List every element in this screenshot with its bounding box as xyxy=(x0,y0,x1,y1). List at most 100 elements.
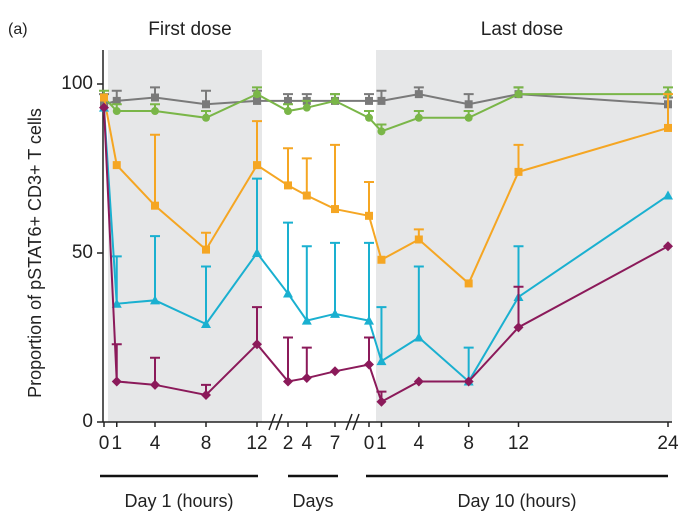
point xyxy=(330,308,340,318)
panel-label: (a) xyxy=(8,21,28,38)
error-bar xyxy=(463,346,474,382)
x-tick-label: 7 xyxy=(330,433,341,454)
point xyxy=(663,241,673,252)
segment-label: Day 10 (hours) xyxy=(457,491,576,511)
annotation: First dose xyxy=(148,19,231,40)
error-bar xyxy=(283,221,293,294)
point xyxy=(463,376,474,387)
point xyxy=(365,96,373,105)
series-line xyxy=(103,93,668,133)
dose-shade xyxy=(108,50,262,422)
point xyxy=(202,100,210,109)
point xyxy=(464,279,473,288)
point xyxy=(377,96,386,105)
y-axis-label: Proportion of pSTAT6+ CD3+ T cells xyxy=(25,108,45,398)
x-tick-label: 1 xyxy=(111,433,122,454)
point xyxy=(514,90,523,99)
point xyxy=(201,389,211,400)
point xyxy=(150,379,160,390)
dose-shade xyxy=(376,50,672,422)
point xyxy=(365,113,373,122)
y-label-text: Proportion of pSTAT6+ CD3+ T cells xyxy=(25,108,45,398)
point xyxy=(377,255,386,264)
point xyxy=(302,191,311,200)
point xyxy=(330,366,340,377)
point xyxy=(301,373,312,384)
error-bar xyxy=(413,265,424,338)
point xyxy=(151,107,159,116)
error-bar xyxy=(150,133,160,206)
error-bar xyxy=(364,241,374,321)
error-bar xyxy=(252,306,262,345)
point xyxy=(252,248,262,257)
point xyxy=(464,113,473,122)
point xyxy=(284,181,292,190)
x-tick-label: 4 xyxy=(302,433,313,454)
point xyxy=(413,376,424,387)
axis-break xyxy=(268,413,360,431)
point xyxy=(112,96,121,105)
point xyxy=(202,245,210,254)
point xyxy=(414,235,423,244)
y-tick-label: 0 xyxy=(82,411,93,432)
x-tick-label: 4 xyxy=(150,433,161,454)
point xyxy=(331,205,339,214)
point xyxy=(283,376,293,387)
point xyxy=(150,295,160,305)
point xyxy=(112,161,121,170)
point xyxy=(514,167,523,176)
x-tick-label: 8 xyxy=(463,433,474,454)
point xyxy=(100,93,108,102)
x-tick-label: 12 xyxy=(508,433,529,454)
error-bar xyxy=(513,285,524,328)
x-tick-label: 1 xyxy=(376,433,387,454)
error-bar xyxy=(283,336,293,382)
segment-label: Day 1 (hours) xyxy=(124,491,233,511)
x-tick-label: 4 xyxy=(414,433,425,454)
error-bar xyxy=(330,143,340,210)
error-bar xyxy=(283,147,293,186)
error-bar xyxy=(201,265,211,324)
point xyxy=(302,103,311,112)
x-tick-label: 24 xyxy=(657,433,679,454)
point xyxy=(376,356,387,366)
point xyxy=(252,339,262,350)
error-bar xyxy=(364,181,374,216)
series-line xyxy=(103,107,669,383)
error-bar xyxy=(330,241,340,314)
point xyxy=(202,113,210,122)
x-tick-label: 8 xyxy=(201,433,212,454)
point xyxy=(331,96,339,105)
series-line xyxy=(103,97,669,286)
error-bar xyxy=(150,235,160,301)
error-bar xyxy=(252,120,262,166)
error-bar xyxy=(376,306,387,362)
point xyxy=(364,315,374,325)
point xyxy=(283,288,293,298)
series-line xyxy=(103,93,669,106)
point xyxy=(364,359,374,370)
x-tick-label: 0 xyxy=(99,433,110,454)
x-tick-label: 2 xyxy=(283,433,294,454)
point xyxy=(414,113,423,122)
point xyxy=(151,93,159,102)
point xyxy=(284,96,292,105)
annotation: Last dose xyxy=(481,19,563,40)
error-bar xyxy=(301,157,312,196)
point xyxy=(253,161,261,170)
point xyxy=(201,318,211,328)
point xyxy=(99,102,109,113)
y-tick-label: 100 xyxy=(61,73,93,94)
y-tick-label: 50 xyxy=(72,242,93,263)
segment-label: Days xyxy=(292,491,333,511)
point xyxy=(376,396,387,407)
point xyxy=(414,90,423,99)
point xyxy=(365,211,373,220)
point xyxy=(112,107,121,116)
point xyxy=(111,298,122,308)
x-tick-label: 0 xyxy=(364,433,375,454)
point xyxy=(664,123,672,132)
point xyxy=(253,90,261,99)
series-line xyxy=(103,107,669,404)
